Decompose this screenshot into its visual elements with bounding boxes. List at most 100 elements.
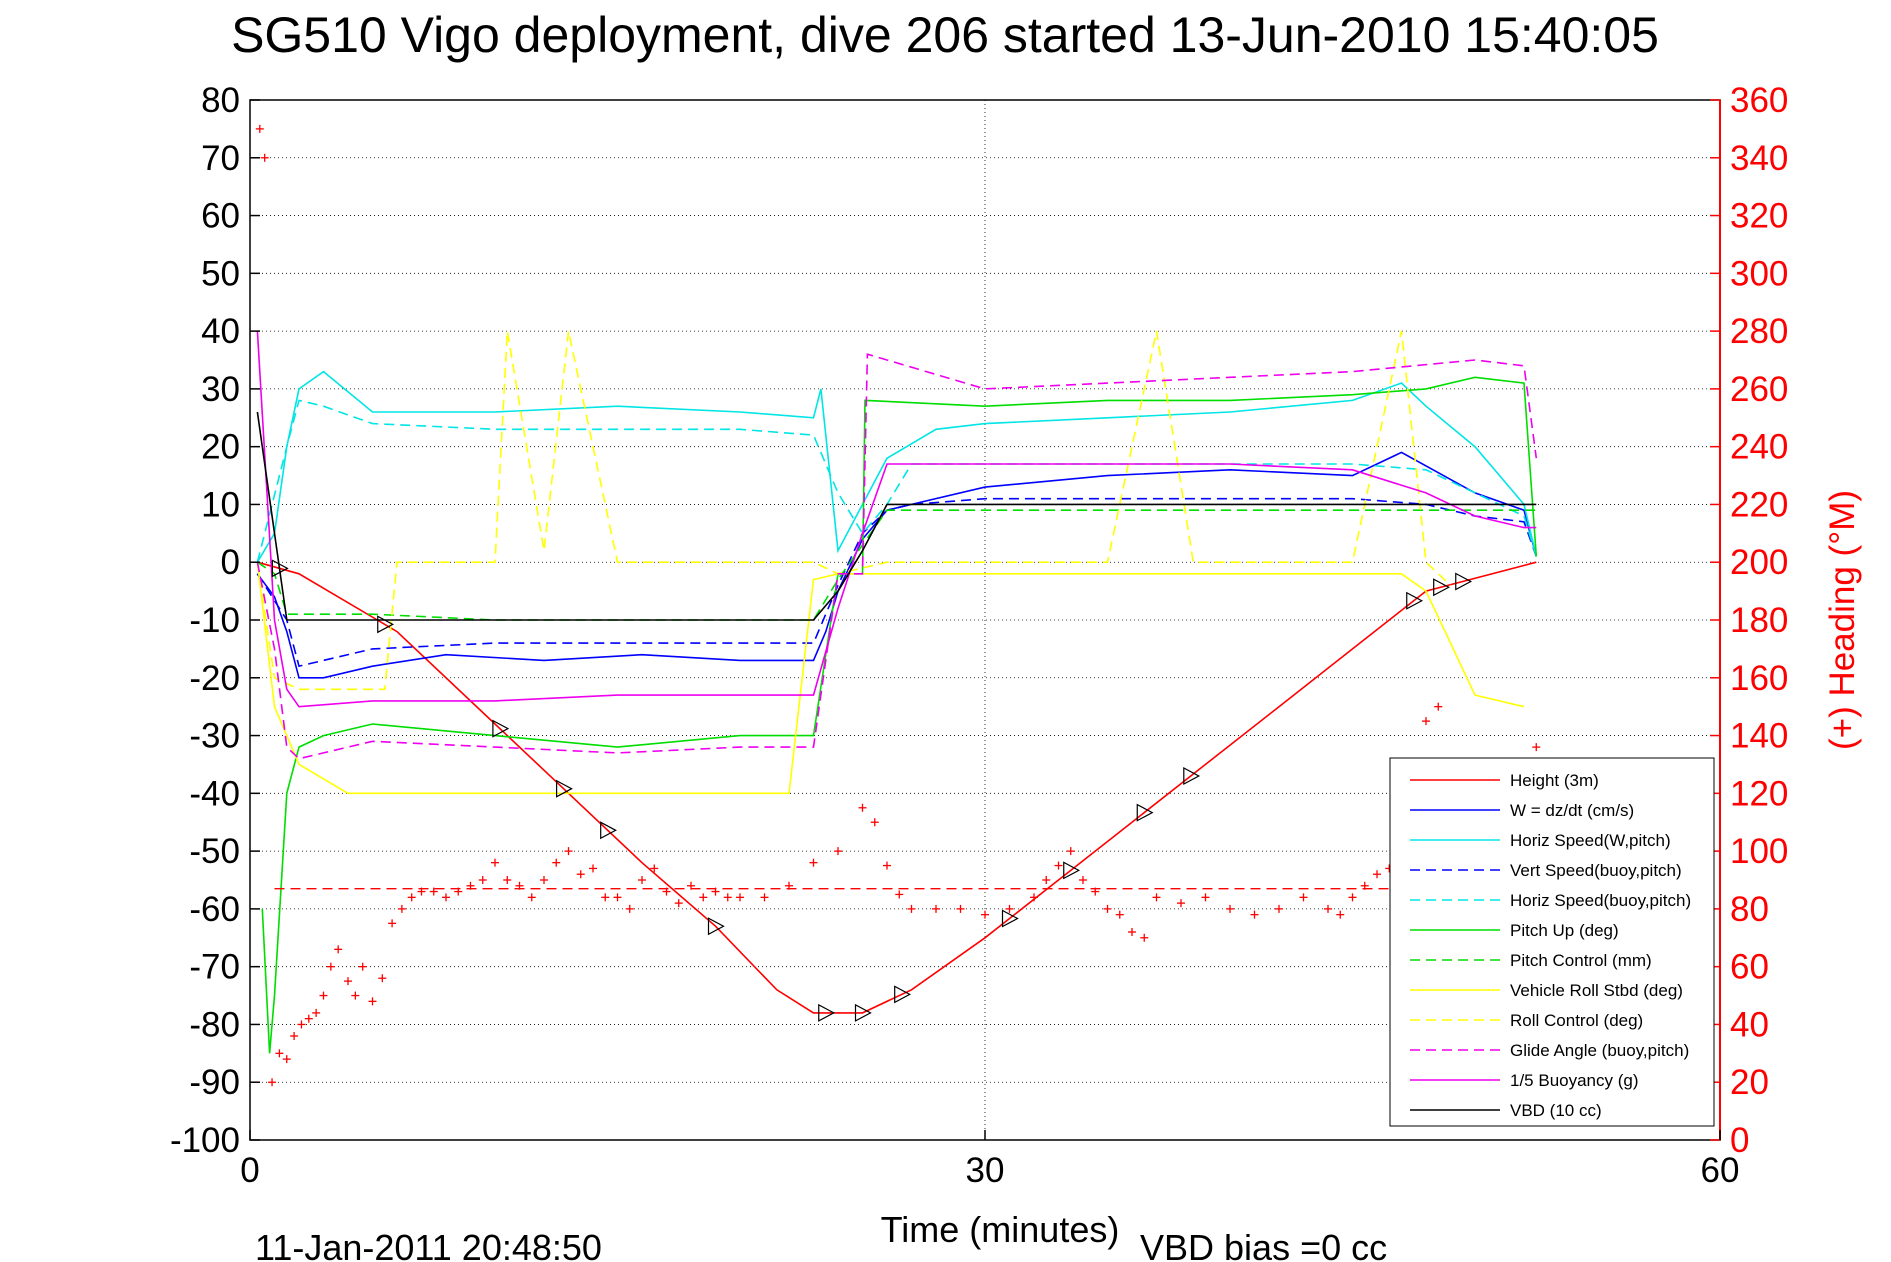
heading-point (1054, 861, 1063, 870)
heading-point (1042, 876, 1051, 884)
heading-point (540, 876, 548, 884)
series-line-4 (256, 399, 1538, 563)
y2-tick-label: 240 (1730, 428, 1788, 467)
heading-point (736, 893, 744, 902)
y2-tick-label: 60 (1730, 948, 1769, 987)
series-line-9 (256, 353, 1538, 760)
height-triangle-marker (377, 615, 395, 634)
heading-point (429, 887, 438, 896)
series-line-2 (256, 370, 1538, 563)
series-line-8 (256, 330, 1452, 691)
heading-point (809, 858, 818, 867)
height-triangle-marker (854, 1003, 872, 1022)
y2-tick-label: 260 (1730, 370, 1788, 409)
y-tick-label: 60 (201, 197, 240, 236)
height-triangle-marker (600, 821, 617, 840)
y2-tick-label: 220 (1730, 485, 1788, 524)
y2-tick-label: 120 (1730, 774, 1788, 813)
heading-point (834, 847, 842, 856)
y-tick-label: 30 (201, 370, 240, 409)
y2-tick-label: 80 (1730, 890, 1769, 929)
heading-point (1532, 743, 1541, 752)
heading-point (527, 893, 536, 902)
heading-point (1422, 717, 1430, 726)
y2-tick-label: 360 (1730, 81, 1788, 120)
y-tick-label: -30 (189, 717, 240, 756)
height-triangle-marker (707, 917, 725, 936)
heading-point (282, 1055, 291, 1064)
y-tick-label: 50 (201, 254, 240, 293)
y-tick-label: 20 (201, 428, 240, 467)
heading-point (1226, 904, 1234, 913)
chart-title: SG510 Vigo deployment, dive 206 started … (231, 7, 1659, 63)
heading-point (319, 991, 328, 1000)
y2-axis-label: (+) Heading (°M) (1823, 490, 1862, 750)
heading-point (378, 974, 387, 983)
y2-tick-label: 0 (1730, 1121, 1749, 1160)
y2-tick-label: 160 (1730, 659, 1788, 698)
y-tick-label: -40 (189, 774, 240, 813)
height-triangle-marker (818, 1003, 836, 1022)
legend-label-3: Vert Speed(buoy,pitch) (1510, 861, 1682, 880)
legend-label-7: Vehicle Roll Stbd (deg) (1510, 981, 1683, 1000)
legend-label-8: Roll Control (deg) (1510, 1011, 1643, 1030)
y-axis-right-ticks: 3603403203002802602402202001801601401201… (1710, 81, 1788, 1160)
y2-tick-label: 40 (1730, 1005, 1769, 1044)
y-tick-label: -10 (189, 601, 240, 640)
heading-point (407, 893, 416, 902)
y-tick-label: 10 (201, 485, 240, 524)
heading-point (290, 1032, 299, 1040)
x-tick-label: 30 (966, 1151, 1005, 1190)
heading-point (576, 870, 585, 879)
heading-point (932, 904, 940, 913)
heading-point (625, 904, 634, 913)
heading-point (1079, 876, 1087, 884)
heading-point (613, 893, 622, 902)
heading-point (1115, 910, 1124, 919)
height-triangle-marker (1063, 861, 1081, 880)
heading-point (268, 1078, 277, 1087)
heading-point (297, 1020, 306, 1029)
y2-tick-label: 320 (1730, 197, 1788, 236)
height-triangle-marker (1136, 803, 1154, 822)
heading-point (1103, 904, 1112, 913)
heading-point (870, 818, 879, 827)
heading-point (478, 876, 487, 884)
y2-tick-label: 300 (1730, 254, 1788, 293)
heading-point (1128, 928, 1136, 936)
heading-point (1201, 893, 1210, 902)
height-triangle-marker (555, 779, 573, 798)
legend: Height (3m) W = dz/dt (cm/s) Horiz Speed(W… (1389, 757, 1715, 1127)
heading-point (650, 864, 659, 873)
series-line-0 (257, 561, 1537, 1014)
height-triangle-marker (1183, 767, 1201, 785)
x-axis-ticks: 0 30 60 (240, 1130, 1739, 1190)
heading-point (368, 997, 377, 1006)
heading-point (552, 858, 561, 867)
heading-point (442, 893, 450, 902)
heading-point (1336, 910, 1345, 919)
series-line-6 (256, 509, 1537, 621)
y2-tick-label: 340 (1730, 139, 1788, 178)
vbd-bias-note: VBD bias =0 cc (1140, 1227, 1387, 1262)
heading-point (275, 1049, 284, 1058)
heading-point (358, 962, 367, 971)
y-tick-label: -20 (189, 659, 240, 698)
legend-label-1: W = dz/dt (cm/s) (1510, 801, 1634, 820)
heading-point (723, 893, 732, 902)
heading-point (981, 910, 989, 919)
heading-point (883, 861, 891, 870)
y-tick-label: -70 (189, 948, 240, 987)
heading-point (956, 904, 965, 913)
heading-point (304, 1014, 313, 1023)
heading-point (1140, 933, 1149, 942)
heading-point (760, 893, 769, 902)
heading-point (388, 919, 397, 928)
heading-point (1275, 904, 1283, 913)
x-tick-label: 60 (1701, 1151, 1740, 1190)
heading-point (601, 893, 610, 902)
heading-point (564, 847, 573, 856)
y2-tick-label: 20 (1730, 1063, 1769, 1102)
y2-tick-label: 180 (1730, 601, 1788, 640)
y-tick-label: 0 (221, 543, 240, 582)
